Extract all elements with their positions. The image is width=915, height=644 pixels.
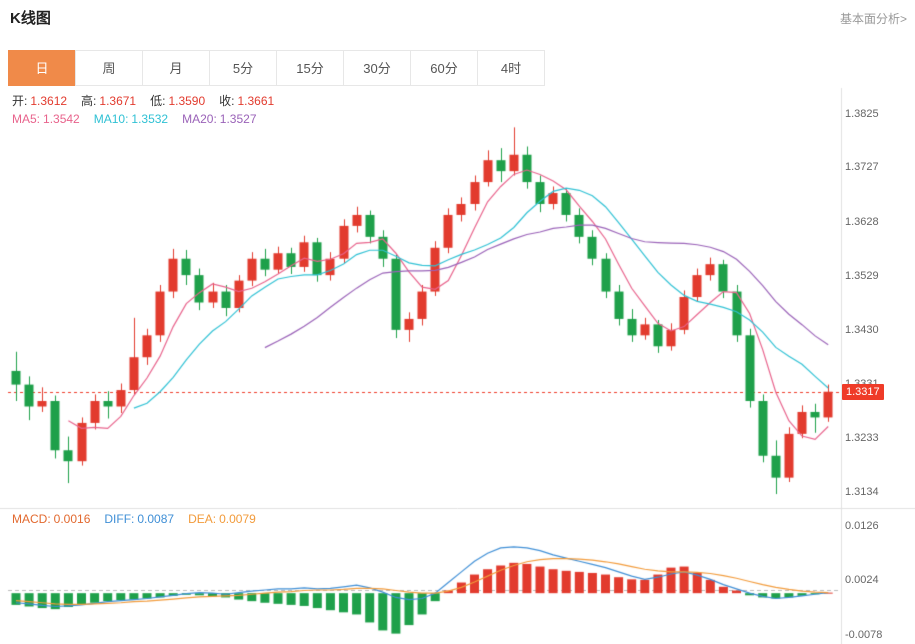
price-tick-label: 1.3134 bbox=[845, 485, 879, 498]
info-value: 0.0016 bbox=[53, 512, 91, 526]
info-value: 1.3542 bbox=[43, 112, 80, 126]
info-value: 0.0079 bbox=[219, 512, 256, 526]
info-label: DEA: bbox=[188, 512, 217, 526]
price-tick-label: 1.3233 bbox=[845, 431, 879, 444]
macd-tick-label: 0.0024 bbox=[845, 574, 879, 587]
period-tabs: 日周月 5分 15分 30分 60分 4时 bbox=[8, 50, 545, 86]
info-label: 高: bbox=[81, 94, 97, 108]
info-value: 1.3590 bbox=[168, 94, 206, 108]
info-label: MACD: bbox=[12, 512, 51, 526]
info-label: 开: bbox=[12, 94, 28, 108]
tab-4时[interactable]: 4时 bbox=[477, 50, 545, 86]
info-value: 1.3671 bbox=[99, 94, 137, 108]
tab-日[interactable]: 日 bbox=[8, 50, 76, 86]
tab-15分[interactable]: 15分 bbox=[276, 50, 344, 86]
tab-月[interactable]: 月 bbox=[142, 50, 210, 86]
info-label: MA5: bbox=[12, 112, 41, 126]
macd-info-row: MACD: 0.0016 DIFF: 0.0087 DEA: 0.0079 bbox=[12, 512, 270, 526]
price-tick-label: 1.3628 bbox=[845, 215, 879, 228]
info-value: 1.3612 bbox=[30, 94, 68, 108]
info-label: MA20: bbox=[182, 112, 217, 126]
price-tick-label: 1.3727 bbox=[845, 161, 879, 174]
tab-60分[interactable]: 60分 bbox=[410, 50, 478, 86]
info-value: 0.0087 bbox=[137, 512, 175, 526]
tab-5分[interactable]: 5分 bbox=[209, 50, 277, 86]
info-label: DIFF: bbox=[104, 512, 135, 526]
info-value: 1.3527 bbox=[219, 112, 257, 126]
tab-30分[interactable]: 30分 bbox=[343, 50, 411, 86]
price-tick-label: 1.3529 bbox=[845, 269, 879, 282]
ma-info-row: MA5: 1.3542 MA10: 1.3532 MA20: 1.3527 bbox=[12, 112, 271, 126]
info-label: 低: bbox=[150, 94, 166, 108]
ohlc-info-row: 开: 1.3612 高: 1.3671 低: 1.3590 收: 1.3661 bbox=[12, 92, 288, 109]
macd-tick-label: -0.0078 bbox=[845, 628, 883, 641]
current-price-badge: 1.3317 bbox=[842, 383, 884, 400]
page-title: K线图 bbox=[10, 10, 51, 27]
macd-tick-label: 0.0126 bbox=[845, 520, 879, 533]
info-label: 收: bbox=[219, 94, 235, 108]
price-tick-label: 1.3430 bbox=[845, 323, 879, 336]
price-tick-label: 1.3825 bbox=[845, 107, 879, 120]
info-label: MA10: bbox=[93, 112, 129, 126]
fundamental-analysis-link[interactable]: 基本面分析> bbox=[839, 12, 907, 26]
info-value: 1.3532 bbox=[131, 112, 169, 126]
info-value: 1.3661 bbox=[237, 94, 275, 108]
tab-周[interactable]: 周 bbox=[75, 50, 143, 86]
